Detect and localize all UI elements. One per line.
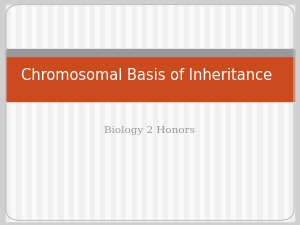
Bar [184,4,189,220]
Bar [22,4,27,220]
Bar [174,4,179,220]
Bar [32,4,38,220]
Bar [268,4,273,220]
Bar [252,4,257,220]
Bar [242,4,247,220]
Bar [194,4,200,220]
Bar [273,4,278,220]
Bar [90,4,95,220]
Bar [200,4,205,220]
Bar [247,4,252,220]
Bar [284,4,289,220]
Bar [262,4,268,220]
Bar [179,4,184,220]
Bar [79,4,85,220]
Text: Chromosomal Basis of Inheritance: Chromosomal Basis of Inheritance [21,68,272,83]
Bar [278,4,284,220]
Bar [137,4,142,220]
Bar [38,4,43,220]
Bar [6,50,294,101]
Bar [74,4,79,220]
Bar [53,4,58,220]
Bar [126,4,132,220]
Bar [189,4,194,220]
Bar [6,50,294,56]
Bar [147,4,153,220]
FancyBboxPatch shape [6,4,294,220]
Text: Biology 2 Honors: Biology 2 Honors [104,126,196,135]
Bar [153,4,158,220]
Bar [43,4,48,220]
Bar [16,4,22,220]
Bar [48,4,53,220]
Bar [27,4,32,220]
Bar [132,4,137,220]
Bar [210,4,215,220]
Bar [85,4,90,220]
Bar [168,4,174,220]
Bar [121,4,126,220]
Bar [64,4,69,220]
Bar [289,4,294,220]
Bar [221,4,226,220]
Bar [69,4,74,220]
Bar [116,4,121,220]
Bar [158,4,163,220]
Bar [111,4,116,220]
Bar [226,4,231,220]
Bar [142,4,147,220]
Bar [11,4,16,220]
Bar [257,4,262,220]
Bar [6,4,11,220]
Bar [215,4,221,220]
Bar [106,4,111,220]
Bar [58,4,64,220]
Bar [163,4,168,220]
Bar [100,4,106,220]
Bar [236,4,242,220]
Bar [231,4,236,220]
Bar [205,4,210,220]
Bar [95,4,100,220]
